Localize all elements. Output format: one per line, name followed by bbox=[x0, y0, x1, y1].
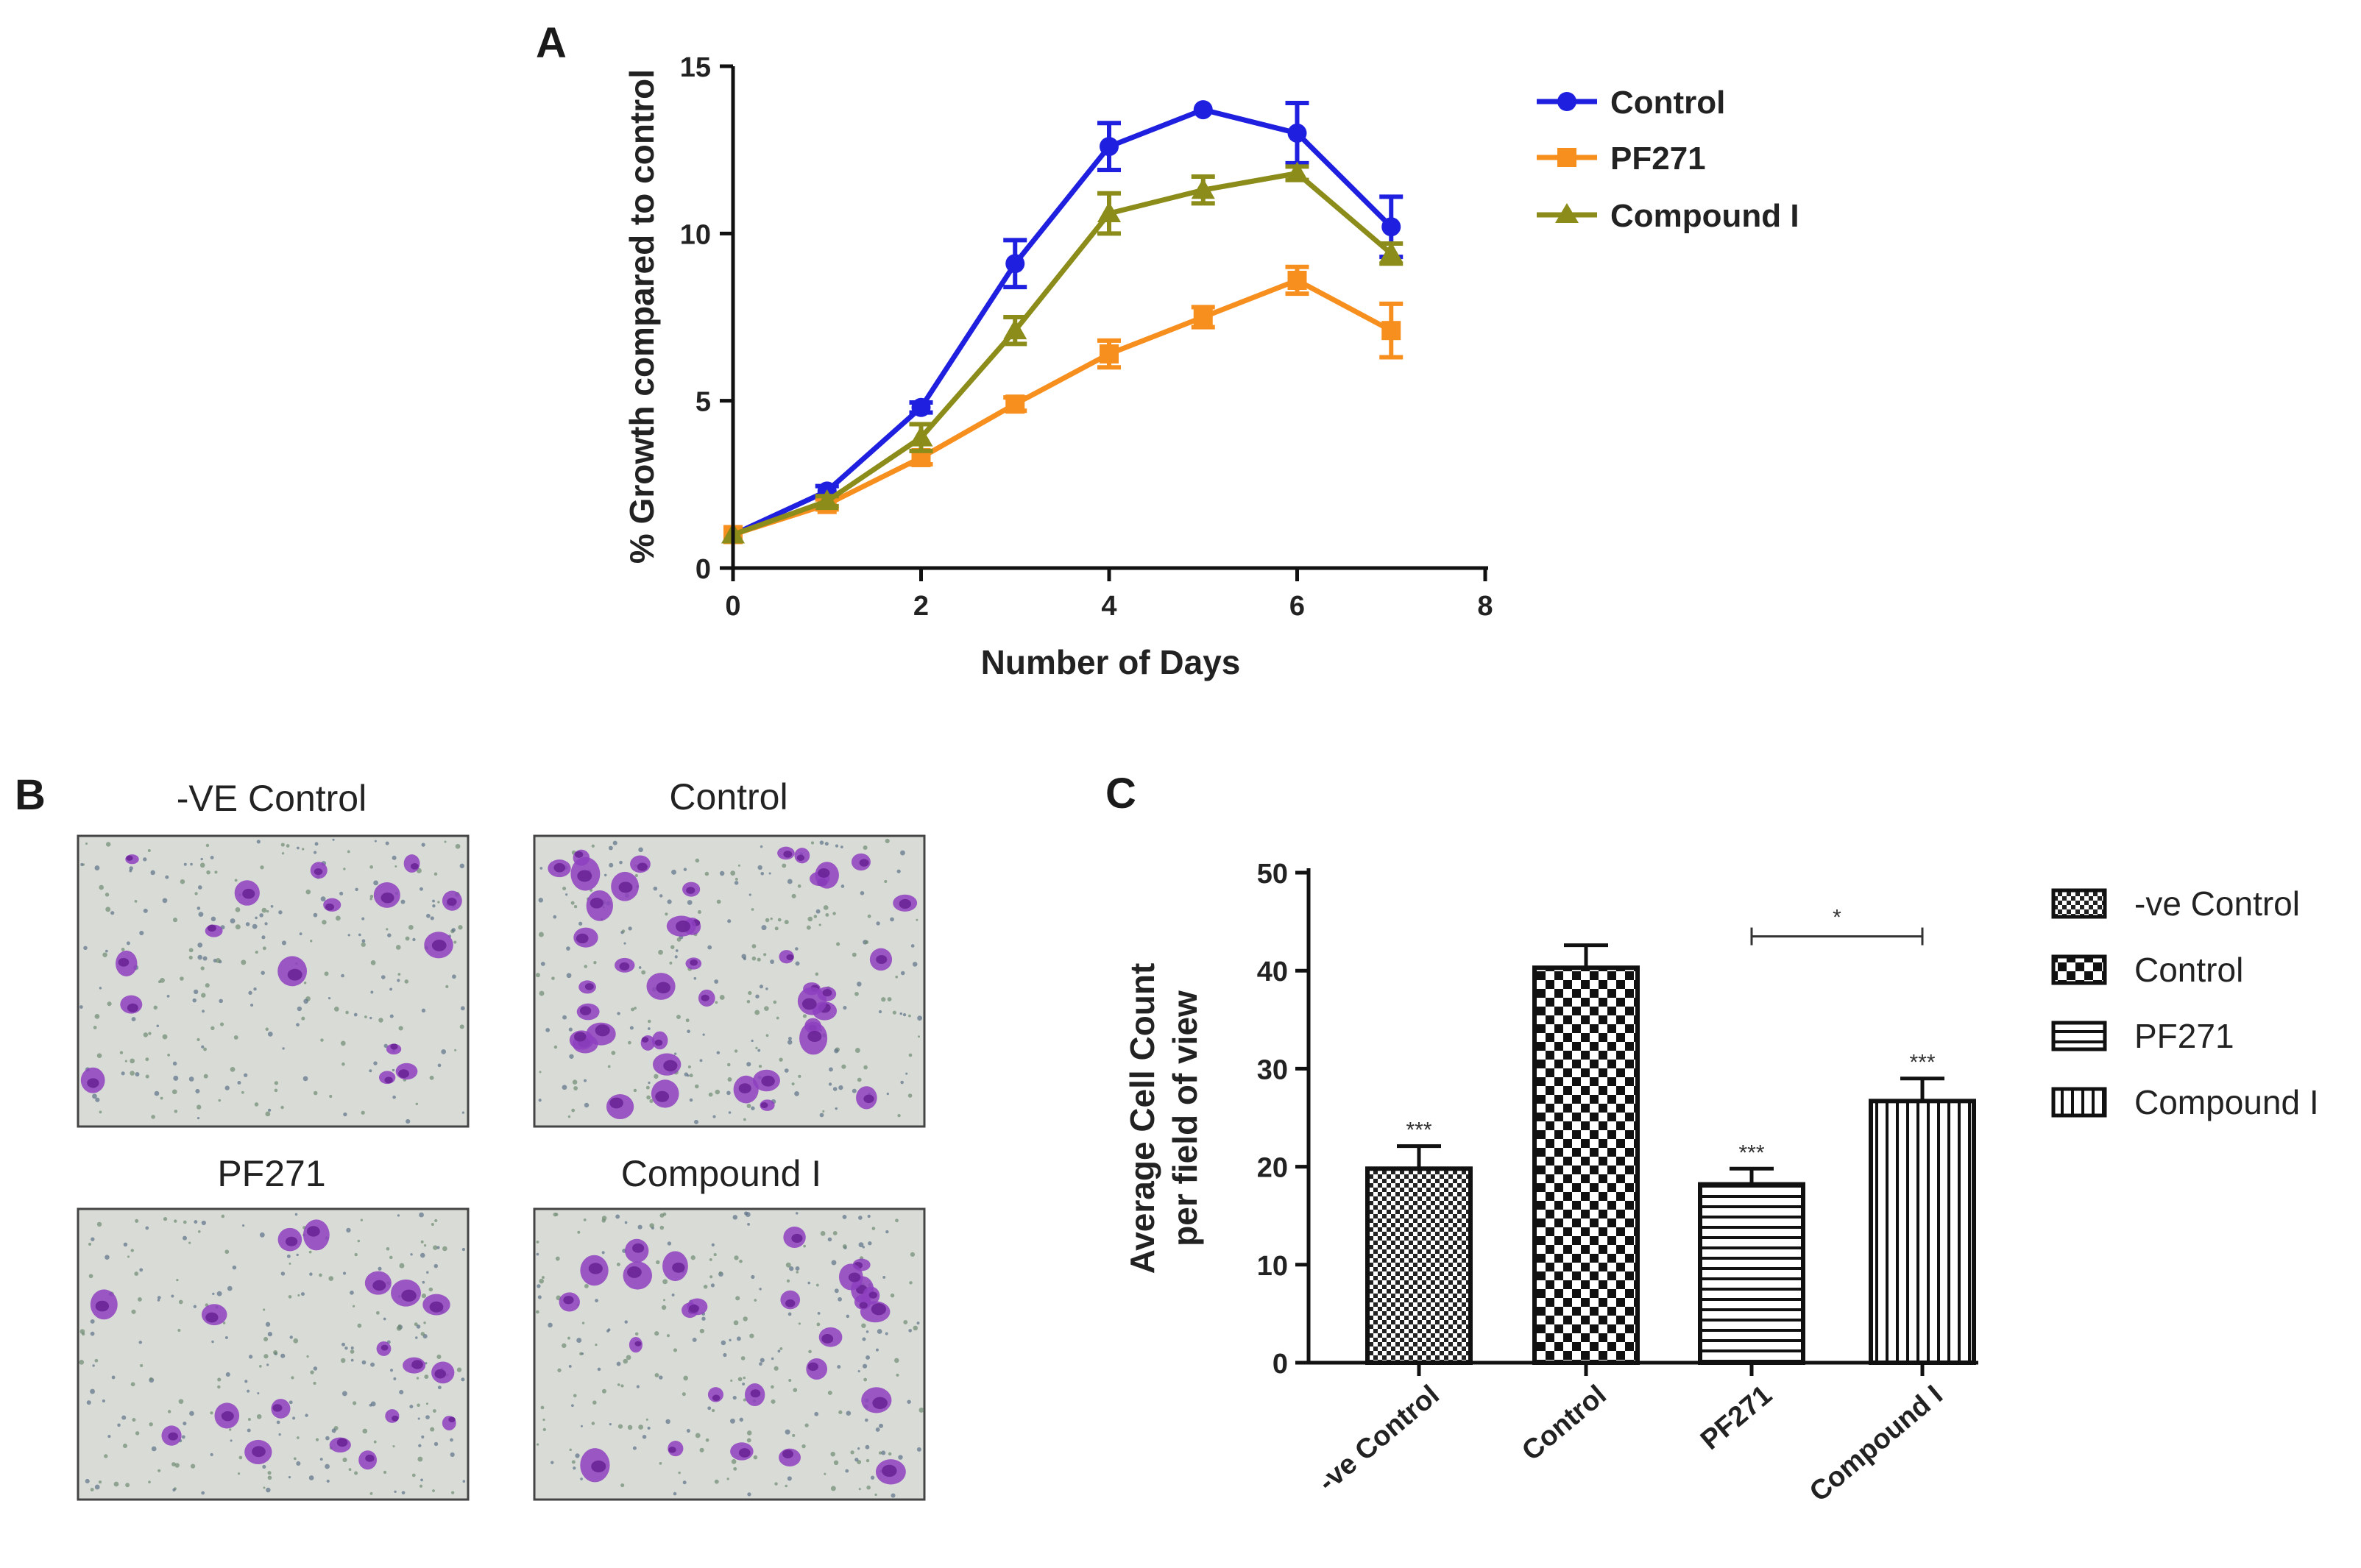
growth-line-chart: 0 2 4 6 8 0 5 10 15 Number of Days % Growth comp… bbox=[623, 52, 1799, 681]
y-tick-label: 20 bbox=[1257, 1153, 1288, 1184]
data-point bbox=[1005, 254, 1025, 274]
legend-label: -ve Control bbox=[2134, 884, 2300, 923]
y-tick-label: 10 bbox=[1257, 1251, 1288, 1282]
series-line bbox=[732, 170, 1393, 537]
x-axis-title: Number of Days bbox=[981, 643, 1241, 681]
y-axis-title-line1: Average Cell Count bbox=[1123, 963, 1161, 1274]
series-compound-i bbox=[721, 161, 1403, 544]
y-tick-label: 10 bbox=[680, 219, 711, 250]
significance-label: *** bbox=[1909, 1051, 1935, 1075]
y-tick-label: 0 bbox=[695, 554, 711, 585]
legend-label: Compound I bbox=[2134, 1083, 2319, 1121]
x-tick-label: 2 bbox=[913, 591, 929, 622]
legend-item: -ve Control bbox=[2051, 884, 2300, 923]
x-tick-label: -ve Control bbox=[1312, 1380, 1445, 1498]
legend-item: PF271 bbox=[2051, 1017, 2234, 1055]
panel-c-letter: C bbox=[1105, 770, 1136, 817]
data-point bbox=[1100, 137, 1119, 157]
data-point bbox=[815, 489, 839, 511]
bar-control: Control bbox=[1516, 943, 1640, 1467]
data-point bbox=[909, 425, 933, 447]
legend-item: Control bbox=[2051, 951, 2243, 989]
bar-pf271: *** PF271 bbox=[1695, 1140, 1805, 1456]
bar--ve-control: *** -ve Control bbox=[1312, 1118, 1473, 1498]
data-point bbox=[1100, 344, 1119, 364]
x-tick-label: 6 bbox=[1289, 591, 1305, 622]
significance-bracket: * bbox=[1750, 906, 1924, 946]
x-tick-label: Compound I bbox=[1804, 1380, 1949, 1508]
legend-label: Control bbox=[2134, 951, 2243, 989]
data-point bbox=[1287, 270, 1307, 290]
data-point bbox=[1005, 394, 1025, 414]
legend-label: Compound I bbox=[1610, 198, 1799, 234]
legend-swatch bbox=[2051, 954, 2107, 985]
legend-label: Control bbox=[1610, 85, 1725, 121]
legend-swatch bbox=[2051, 888, 2107, 919]
series-line bbox=[732, 277, 1392, 537]
panel-b-letter: B bbox=[15, 771, 46, 819]
micrograph-label: Compound I bbox=[621, 1153, 821, 1194]
micrograph-label: -VE Control bbox=[177, 778, 367, 819]
x-tick-label: 0 bbox=[725, 591, 740, 622]
micrograph-neg-control bbox=[77, 834, 470, 1128]
data-point bbox=[1003, 319, 1027, 340]
y-tick-label: 0 bbox=[1272, 1349, 1288, 1380]
legend-swatch bbox=[2051, 1021, 2107, 1051]
bar bbox=[1532, 965, 1640, 1365]
data-point bbox=[1193, 308, 1213, 327]
micrograph-compound-i bbox=[533, 1207, 926, 1501]
micrograph-grid: -VE Control Control PF271 Compound I bbox=[77, 776, 926, 1501]
legend-swatch bbox=[2051, 1087, 2107, 1118]
y-tick-label: 5 bbox=[695, 387, 711, 418]
series-line bbox=[732, 107, 1393, 537]
data-point bbox=[1381, 217, 1401, 237]
x-tick-label: 8 bbox=[1477, 591, 1493, 622]
legend-label: PF271 bbox=[1610, 141, 1706, 177]
y-tick-label: 40 bbox=[1257, 957, 1288, 987]
data-point bbox=[1191, 178, 1215, 199]
micrograph-label: Control bbox=[669, 776, 787, 817]
data-point bbox=[1287, 123, 1307, 143]
y-axis-title-line2: per field of view bbox=[1166, 990, 1204, 1246]
stained-cell bbox=[403, 854, 420, 873]
bar bbox=[1698, 1182, 1805, 1366]
bar bbox=[1365, 1166, 1473, 1366]
legend-item-compound-i: Compound I bbox=[1537, 198, 1799, 234]
x-tick-label: PF271 bbox=[1695, 1380, 1778, 1456]
panel-a-letter: A bbox=[536, 19, 567, 67]
legend-item-control: Control bbox=[1537, 85, 1725, 121]
x-tick-label: Control bbox=[1516, 1380, 1612, 1467]
legend: Control PF271 Compound I bbox=[1537, 85, 1799, 234]
data-point bbox=[1381, 321, 1401, 341]
data-point bbox=[911, 397, 931, 417]
y-tick-label: 30 bbox=[1257, 1054, 1288, 1085]
y-axis-title: % Growth compared to control bbox=[623, 69, 661, 564]
data-point bbox=[1379, 241, 1403, 263]
significance-label: *** bbox=[1406, 1118, 1431, 1143]
legend-label: PF271 bbox=[2134, 1017, 2234, 1055]
significance-label: * bbox=[1833, 906, 1841, 930]
micrograph-pf271 bbox=[77, 1207, 470, 1501]
y-tick-label: 50 bbox=[1257, 859, 1288, 890]
x-tick-label: 4 bbox=[1101, 591, 1116, 622]
bar bbox=[1869, 1099, 1976, 1365]
data-point bbox=[1097, 202, 1121, 223]
y-tick-label: 15 bbox=[680, 52, 711, 83]
significance-label: *** bbox=[1738, 1140, 1764, 1165]
micrograph-label: PF271 bbox=[217, 1153, 325, 1194]
bar-compound-i: *** Compound I bbox=[1804, 1051, 1976, 1508]
cell-count-bar-chart: 0 10 20 30 40 50 *** -ve Control Control *** PF271… bbox=[1123, 859, 2319, 1508]
micrograph-control bbox=[533, 834, 926, 1128]
legend: -ve Control Control PF271 Compound I bbox=[2051, 884, 2319, 1121]
data-point bbox=[1285, 161, 1309, 182]
legend-item: Compound I bbox=[2051, 1083, 2319, 1121]
data-point bbox=[1193, 100, 1213, 120]
legend-item-pf271: PF271 bbox=[1537, 141, 1706, 177]
